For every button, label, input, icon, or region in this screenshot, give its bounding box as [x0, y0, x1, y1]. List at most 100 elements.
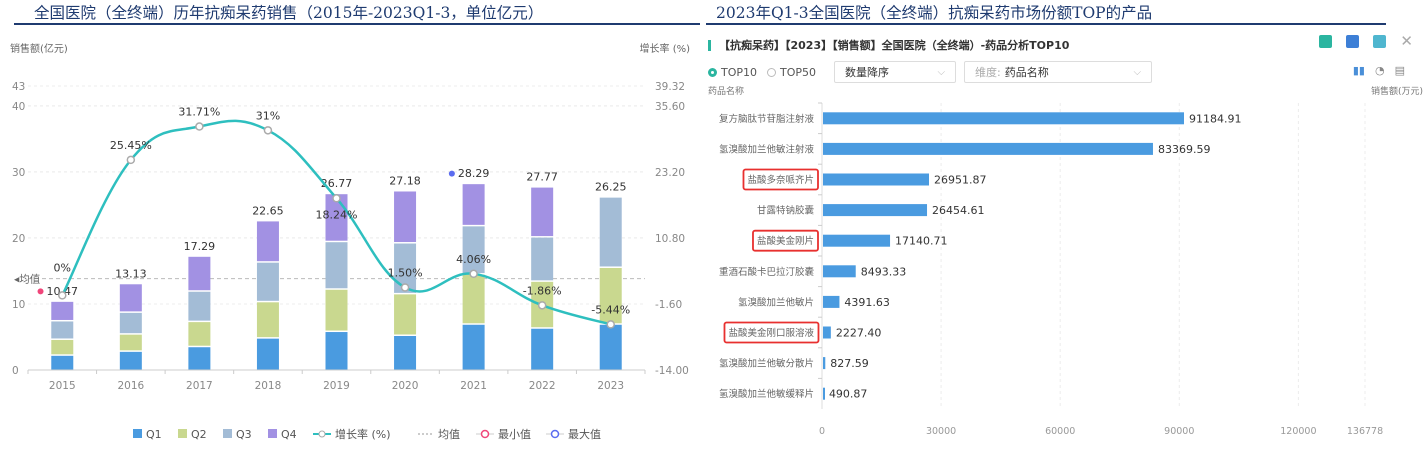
bar[interactable] [823, 142, 1153, 155]
dimension-select[interactable]: 维度: 药品名称 ⌵ [964, 61, 1153, 83]
growth-label: 4.06% [456, 253, 491, 266]
growth-point[interactable] [126, 155, 136, 165]
bar[interactable] [823, 204, 928, 217]
document-icon[interactable]: ▤ [1394, 64, 1405, 77]
bar-segment-q3[interactable] [462, 226, 485, 274]
bar-segment-q3[interactable] [188, 291, 211, 321]
bar-segment-q1[interactable] [188, 347, 211, 370]
bar-segment-q3[interactable] [394, 243, 417, 293]
bar-segment-q4[interactable] [531, 187, 554, 237]
growth-point[interactable] [195, 122, 204, 131]
bar-value-label: 8493.33 [861, 265, 907, 278]
growth-point[interactable] [58, 291, 67, 300]
bar[interactable] [823, 234, 891, 247]
legend-label[interactable]: 均值 [438, 428, 460, 441]
bar-segment-q1[interactable] [256, 338, 279, 370]
growth-point[interactable] [469, 269, 478, 279]
radio-top50[interactable]: TOP50 [767, 66, 816, 79]
bar-segment-q3[interactable] [325, 242, 348, 289]
growth-label: 0% [54, 261, 71, 274]
growth-point[interactable] [400, 283, 410, 292]
bar-segment-q3[interactable] [599, 197, 622, 267]
bar-segment-q2[interactable] [325, 289, 348, 331]
bar-chart-icon[interactable]: ▮▮ [1352, 64, 1365, 77]
x-tick-label: 2016 [117, 380, 144, 392]
bar-segment-q2[interactable] [188, 322, 211, 346]
excel-icon[interactable] [1346, 35, 1360, 48]
x-tick-label: 2021 [460, 380, 487, 392]
panel-toolbar: ✕ [1319, 32, 1413, 50]
bar-segment-q1[interactable] [51, 355, 74, 370]
bar[interactable] [823, 295, 840, 308]
bar[interactable] [823, 387, 825, 400]
bar-segment-q4[interactable] [394, 191, 417, 243]
x-axis-title: 销售额(万元) [1370, 87, 1423, 97]
bar-segment-q1[interactable] [462, 324, 485, 370]
sort-select-value: 数量降序 [845, 66, 890, 79]
y-tick-label: 40 [12, 101, 25, 113]
image-icon[interactable] [1373, 35, 1387, 48]
bar-segment-q1[interactable] [325, 332, 348, 370]
legend-label[interactable]: Q4 [281, 428, 297, 441]
x-tick-label: 2015 [49, 380, 76, 392]
legend-max-icon [550, 429, 560, 439]
legend-label[interactable]: Q2 [191, 428, 207, 441]
bar-segment-q3[interactable] [51, 321, 74, 339]
search-doc-icon[interactable] [1319, 35, 1333, 48]
x-tick-label: 2017 [186, 380, 213, 392]
y-tick-label: 30 [12, 167, 25, 179]
bar-segment-q3[interactable] [119, 312, 142, 334]
close-icon[interactable]: ✕ [1400, 32, 1413, 50]
legend-min-icon [480, 429, 490, 439]
bar-segment-q2[interactable] [256, 302, 279, 338]
category-label: 重酒石酸卡巴拉汀胶囊 [719, 266, 815, 278]
filter-controls: TOP10 TOP50 数量降序 ⌵ 维度: 药品名称 ⌵ [708, 61, 1153, 83]
bar-segment-q2[interactable] [394, 294, 417, 335]
radio-top10[interactable]: TOP10 [708, 66, 757, 79]
left-panel-title: 全国医院（全终端）历年抗痴呆药销售（2015年-2023Q1-3，单位亿元） [34, 4, 544, 22]
y-axis-title: 销售额(亿元) [10, 42, 68, 55]
bar-value-label: 490.87 [829, 388, 868, 401]
bar-value-label: 26951.87 [934, 174, 987, 187]
x-tick-label: 60000 [1045, 426, 1075, 437]
bar-segment-q3[interactable] [531, 237, 554, 281]
right-title-rule [706, 23, 1386, 25]
bar-segment-q4[interactable] [119, 284, 142, 312]
bar[interactable] [823, 357, 826, 370]
bar-segment-q1[interactable] [599, 324, 622, 370]
bar-segment-q2[interactable] [119, 334, 142, 351]
dimension-prefix: 维度: [975, 66, 1001, 79]
legend-label[interactable]: 最小值 [498, 428, 531, 441]
bar[interactable] [823, 112, 1184, 125]
legend-label[interactable]: Q3 [236, 428, 252, 441]
category-label: 氢溴酸加兰他敏缓释片 [719, 388, 814, 400]
legend-label[interactable]: Q1 [146, 428, 162, 441]
y-tick-label: 10 [12, 299, 25, 311]
growth-point[interactable] [332, 194, 341, 203]
legend-label[interactable]: 增长率 (%) [335, 427, 391, 441]
bar-segment-q2[interactable] [599, 267, 622, 324]
legend-label[interactable]: 最大值 [568, 427, 601, 441]
bar-segment-q1[interactable] [119, 351, 142, 370]
bar-segment-q1[interactable] [394, 335, 417, 370]
bar-segment-q2[interactable] [462, 274, 485, 324]
y-tick-label: 20 [12, 233, 25, 245]
bar-segment-q3[interactable] [256, 262, 279, 301]
bar-segment-q2[interactable] [51, 339, 74, 355]
growth-point[interactable] [537, 301, 547, 310]
bar[interactable] [823, 173, 929, 186]
bar-segment-q4[interactable] [256, 221, 279, 262]
bar-segment-q4[interactable] [188, 256, 211, 291]
bar-segment-q4[interactable] [51, 301, 74, 320]
pie-chart-icon[interactable]: ◔ [1374, 64, 1385, 77]
x-tick-label: 90000 [1164, 426, 1194, 437]
bar[interactable] [823, 265, 856, 278]
bar-value-label: 2227.40 [836, 327, 882, 340]
bar[interactable] [823, 326, 831, 339]
bar-segment-q4[interactable] [462, 184, 485, 225]
bar-segment-q1[interactable] [531, 328, 554, 370]
category-label: 氢溴酸加兰他敏注射液 [719, 143, 815, 155]
growth-point[interactable] [263, 126, 273, 135]
growth-point[interactable] [606, 320, 615, 329]
sort-select[interactable]: 数量降序 ⌵ [834, 61, 957, 83]
